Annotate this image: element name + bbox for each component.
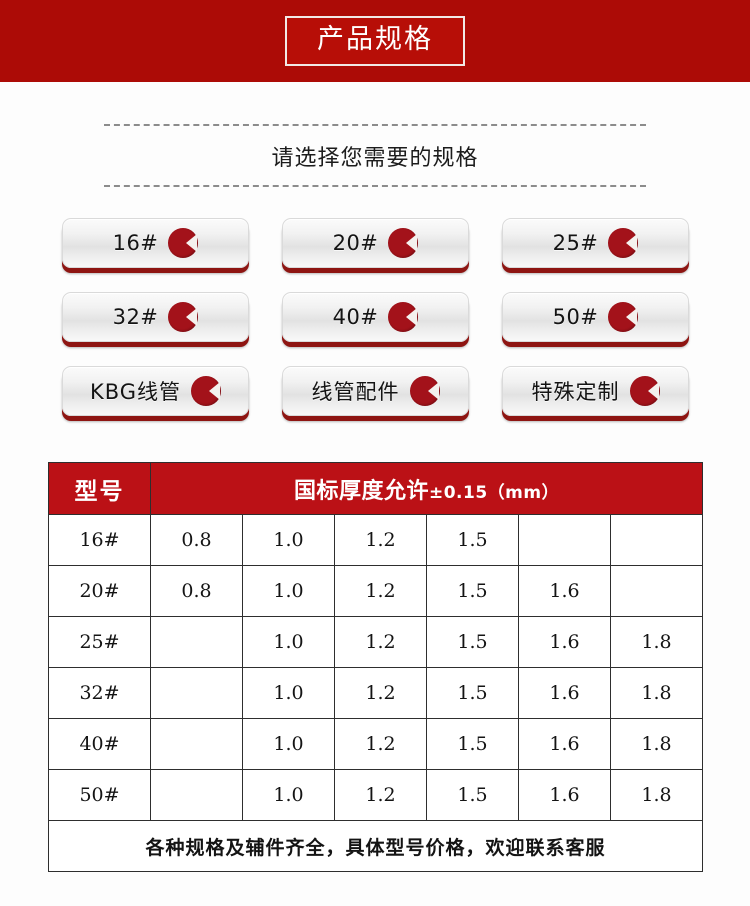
dashed-divider-bottom <box>104 185 646 187</box>
cell-value: 1.5 <box>426 769 519 821</box>
cell-value: 1.5 <box>426 514 519 566</box>
spec-button-label: 40# <box>332 305 379 329</box>
cell-value: 0.8 <box>150 565 243 617</box>
cell-value: 1.8 <box>609 718 704 770</box>
column-header-thickness: 国标厚度允许±0.15（mm） <box>149 462 704 515</box>
thickness-header-tolerance: ±0.15（mm） <box>428 482 560 503</box>
spec-button-16[interactable]: 16# <box>62 218 249 268</box>
table-row: 25# 1.0 1.2 1.5 1.6 1.8 <box>48 616 704 668</box>
contact-service-note: 各种规格及辅件齐全，具体型号价格，欢迎联系客服 <box>47 820 704 872</box>
cell-value <box>150 769 243 821</box>
cell-model: 40# <box>48 718 151 770</box>
spec-button-label: 32# <box>112 305 159 329</box>
spec-button-label: KBG线管 <box>89 380 182 404</box>
column-header-model: 型号 <box>48 462 151 515</box>
spec-button-label: 20# <box>332 231 379 255</box>
cell-value: 1.5 <box>426 616 519 668</box>
cell-value <box>609 514 704 566</box>
left-arrow-circle-icon <box>168 228 199 258</box>
table-row: 40# 1.0 1.2 1.5 1.6 1.8 <box>48 718 704 770</box>
spec-button-kbg-conduit[interactable]: KBG线管 <box>62 366 249 416</box>
left-arrow-circle-icon <box>629 376 660 406</box>
cell-model: 20# <box>48 565 151 617</box>
table-header-row: 型号 国标厚度允许±0.15（mm） <box>48 462 704 515</box>
left-arrow-circle-icon <box>388 228 419 258</box>
spec-button-label: 16# <box>112 231 159 255</box>
cell-value <box>518 514 611 566</box>
spec-button-label: 特殊定制 <box>531 380 620 404</box>
cell-value: 1.2 <box>334 769 427 821</box>
left-arrow-circle-icon <box>168 302 199 332</box>
cell-value: 1.6 <box>518 616 611 668</box>
spec-button-50[interactable]: 50# <box>502 292 689 342</box>
table-row: 16# 0.8 1.0 1.2 1.5 <box>48 514 704 566</box>
cell-value: 1.5 <box>426 565 519 617</box>
left-arrow-circle-icon <box>409 376 440 406</box>
spec-button-label: 线管配件 <box>311 380 400 404</box>
table-row: 50# 1.0 1.2 1.5 1.6 1.8 <box>48 769 704 821</box>
cell-model: 32# <box>48 667 151 719</box>
cell-value: 1.2 <box>334 616 427 668</box>
subtitle-section: 请选择您需要的规格 <box>104 124 646 187</box>
spec-button-25[interactable]: 25# <box>502 218 689 268</box>
cell-value: 1.6 <box>518 667 611 719</box>
spec-button-conduit-accessories[interactable]: 线管配件 <box>282 366 469 416</box>
cell-value: 1.2 <box>334 514 427 566</box>
left-arrow-circle-icon <box>191 376 222 406</box>
cell-value: 1.5 <box>426 718 519 770</box>
cell-value: 1.0 <box>242 616 335 668</box>
left-arrow-circle-icon <box>608 228 639 258</box>
spec-button-custom-order[interactable]: 特殊定制 <box>502 366 689 416</box>
cell-value: 1.8 <box>609 769 704 821</box>
left-arrow-circle-icon <box>608 302 639 332</box>
table-head: 型号 国标厚度允许±0.15（mm） <box>48 462 704 515</box>
cell-value: 1.5 <box>426 667 519 719</box>
spec-button-label: 25# <box>552 231 599 255</box>
cell-value: 1.0 <box>242 718 335 770</box>
cell-value: 1.0 <box>242 667 335 719</box>
dashed-divider-top <box>104 124 646 126</box>
specification-table: 型号 国标厚度允许±0.15（mm） 16# 0.8 1.0 1.2 1.5 2… <box>47 462 704 872</box>
cell-value: 1.8 <box>609 667 704 719</box>
cell-value <box>609 565 704 617</box>
cell-value <box>150 718 243 770</box>
spec-button-40[interactable]: 40# <box>282 292 469 342</box>
cell-value: 1.2 <box>334 565 427 617</box>
page-banner: 产品规格 <box>0 0 750 82</box>
spec-button-grid: 16# 20# 25# 32# 40# 50# KBG线管 线管 <box>62 218 690 416</box>
banner-title-box: 产品规格 <box>285 15 465 67</box>
cell-value: 1.8 <box>609 616 704 668</box>
cell-value: 1.0 <box>242 565 335 617</box>
cell-value: 1.6 <box>518 718 611 770</box>
spec-button-20[interactable]: 20# <box>282 218 469 268</box>
cell-value: 0.8 <box>150 514 243 566</box>
table-row: 20# 0.8 1.0 1.2 1.5 1.6 <box>48 565 704 617</box>
left-arrow-circle-icon <box>388 302 419 332</box>
cell-value: 1.0 <box>242 769 335 821</box>
thickness-header-main: 国标厚度允许 <box>293 478 429 504</box>
page-title: 产品规格 <box>317 23 433 55</box>
cell-value: 1.2 <box>334 667 427 719</box>
table-row: 32# 1.0 1.2 1.5 1.6 1.8 <box>48 667 704 719</box>
cell-value <box>150 667 243 719</box>
cell-value: 1.6 <box>518 769 611 821</box>
cell-model: 50# <box>48 769 151 821</box>
cell-model: 25# <box>48 616 151 668</box>
spec-button-32[interactable]: 32# <box>62 292 249 342</box>
cell-value: 1.0 <box>242 514 335 566</box>
cell-value <box>150 616 243 668</box>
subtitle-text: 请选择您需要的规格 <box>271 146 479 171</box>
spec-button-label: 50# <box>552 305 599 329</box>
cell-model: 16# <box>48 514 151 566</box>
table-body: 16# 0.8 1.0 1.2 1.5 20# 0.8 1.0 1.2 1.5 … <box>47 514 704 872</box>
cell-value: 1.6 <box>518 565 611 617</box>
table-footer-row: 各种规格及辅件齐全，具体型号价格，欢迎联系客服 <box>47 820 704 872</box>
cell-value: 1.2 <box>334 718 427 770</box>
